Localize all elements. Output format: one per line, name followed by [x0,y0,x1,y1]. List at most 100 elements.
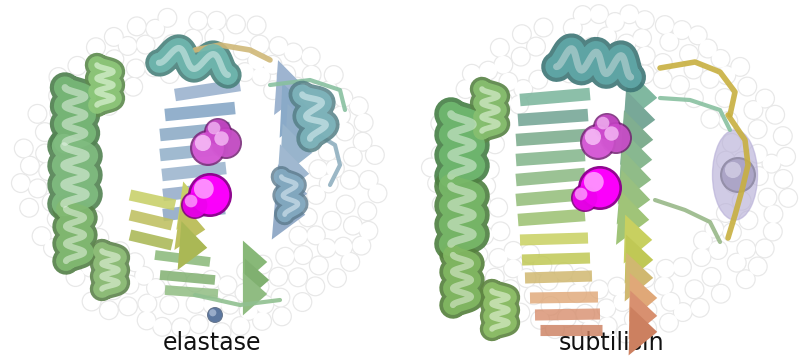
Circle shape [327,268,347,288]
Circle shape [123,77,143,97]
Circle shape [297,249,305,257]
Circle shape [580,124,616,160]
Circle shape [673,302,693,322]
Circle shape [616,296,624,304]
Circle shape [606,13,624,31]
Circle shape [323,212,341,230]
Circle shape [59,115,79,135]
Circle shape [139,38,147,46]
Circle shape [325,159,345,179]
Circle shape [191,52,209,69]
Circle shape [248,17,266,34]
Circle shape [571,267,591,287]
Circle shape [76,186,84,194]
Circle shape [318,142,338,162]
Circle shape [211,50,231,70]
Circle shape [318,174,338,194]
Circle shape [43,238,63,258]
Circle shape [474,226,494,246]
Circle shape [489,248,509,268]
Circle shape [14,138,34,158]
Circle shape [621,55,641,75]
Circle shape [616,324,636,344]
Circle shape [294,111,314,131]
Circle shape [676,305,684,313]
Circle shape [656,16,674,34]
Circle shape [505,242,522,260]
Circle shape [202,294,222,314]
Circle shape [425,161,433,169]
Circle shape [503,258,523,278]
Circle shape [320,175,338,192]
Circle shape [135,267,153,285]
Circle shape [756,90,774,107]
Circle shape [250,54,258,62]
Circle shape [602,53,610,61]
Circle shape [731,58,749,76]
Circle shape [659,313,679,333]
Circle shape [494,225,502,233]
Circle shape [627,313,635,321]
Circle shape [301,47,321,67]
Circle shape [710,49,730,69]
Circle shape [682,48,690,56]
Circle shape [314,104,334,124]
Circle shape [445,165,465,185]
Circle shape [126,253,144,271]
Circle shape [60,116,78,134]
Circle shape [619,4,639,24]
Circle shape [58,169,76,186]
Circle shape [723,134,741,152]
Circle shape [76,142,84,150]
Circle shape [140,314,148,322]
Circle shape [546,320,564,338]
Circle shape [66,267,86,287]
Circle shape [137,310,157,331]
Circle shape [334,89,352,107]
Circle shape [36,145,54,162]
Circle shape [598,300,615,317]
Circle shape [761,191,769,199]
Circle shape [656,56,664,64]
Circle shape [70,211,78,219]
Circle shape [502,280,519,298]
Circle shape [67,80,85,98]
Circle shape [478,177,495,195]
Circle shape [776,147,796,167]
Circle shape [749,258,766,275]
Circle shape [494,41,502,49]
Circle shape [455,79,475,99]
Circle shape [427,173,447,193]
Circle shape [504,283,512,291]
Circle shape [66,79,86,99]
Circle shape [220,295,240,315]
Circle shape [123,278,131,286]
Circle shape [252,67,270,85]
Circle shape [294,246,312,264]
Circle shape [614,293,631,311]
Circle shape [268,267,288,287]
Circle shape [765,157,773,165]
Circle shape [554,38,574,58]
Circle shape [763,221,783,241]
Circle shape [597,27,617,46]
Circle shape [545,319,565,339]
Circle shape [50,87,67,104]
Circle shape [158,9,176,27]
Circle shape [312,163,320,171]
Circle shape [188,173,232,217]
Circle shape [466,207,486,228]
Circle shape [497,58,505,66]
Circle shape [358,201,378,221]
Circle shape [704,219,724,239]
Circle shape [467,209,485,226]
Circle shape [305,133,313,141]
Circle shape [275,310,283,318]
Circle shape [302,66,320,83]
Circle shape [310,189,318,197]
Circle shape [478,82,498,102]
Circle shape [71,236,91,256]
Circle shape [520,244,540,264]
Circle shape [777,173,785,181]
Circle shape [360,171,378,189]
